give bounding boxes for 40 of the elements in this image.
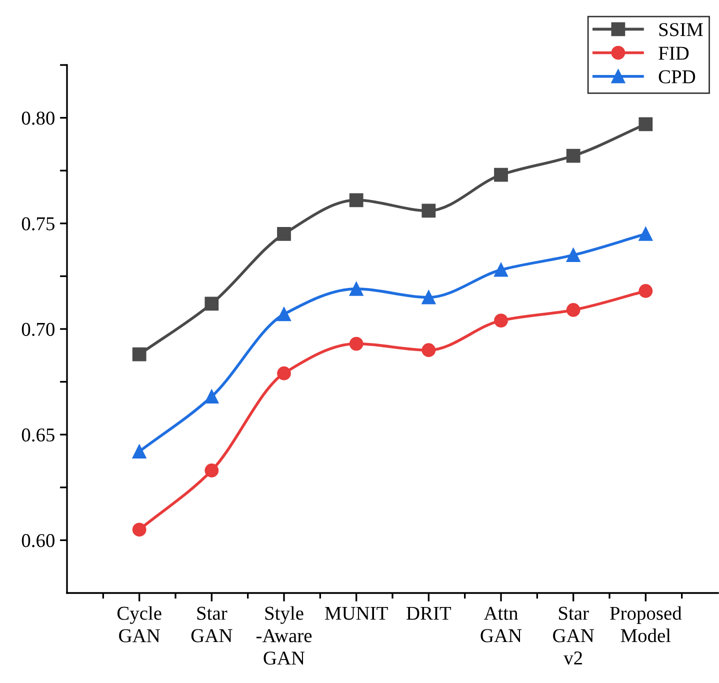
y-tick-label: 0.60 bbox=[22, 534, 54, 548]
point bbox=[277, 366, 291, 380]
point bbox=[204, 296, 219, 311]
point bbox=[422, 290, 436, 304]
y-tick-label: 0.70 bbox=[22, 322, 54, 336]
point bbox=[132, 347, 146, 362]
point bbox=[132, 522, 146, 537]
x-tick-label: Proposed Model bbox=[610, 606, 682, 642]
x-tick-label: Star GAN v2 bbox=[553, 606, 594, 665]
x-tick-label: DRIT bbox=[406, 606, 452, 620]
point bbox=[204, 390, 219, 404]
point bbox=[132, 444, 146, 458]
y-tick-label: 0.75 bbox=[22, 217, 54, 230]
point bbox=[422, 204, 436, 218]
point bbox=[566, 303, 580, 317]
point bbox=[566, 148, 580, 163]
y-tick-label: 0.80 bbox=[22, 112, 54, 125]
point bbox=[277, 307, 291, 322]
legend-label: SSIM bbox=[659, 23, 703, 36]
point bbox=[277, 227, 291, 241]
point bbox=[349, 336, 364, 351]
x-tick-label: Cycle GAN bbox=[117, 606, 162, 642]
legend-label: CPD bbox=[658, 70, 696, 84]
point bbox=[494, 314, 508, 328]
point bbox=[638, 284, 653, 298]
point bbox=[638, 227, 653, 241]
x-tick-label: Style -Aware GAN bbox=[256, 606, 312, 665]
y-tick-label: 0.65 bbox=[22, 428, 54, 442]
point bbox=[494, 168, 508, 182]
point bbox=[349, 193, 364, 208]
point bbox=[638, 117, 653, 132]
point bbox=[204, 464, 219, 478]
x-tick-label: Attn GAN bbox=[480, 606, 522, 642]
point bbox=[494, 262, 508, 277]
point bbox=[349, 282, 364, 296]
x-tick-label: Star GAN bbox=[191, 606, 232, 642]
legend-label: FID bbox=[658, 46, 689, 60]
point bbox=[422, 343, 436, 358]
x-tick-label: MUNIT bbox=[325, 606, 388, 620]
point bbox=[566, 248, 580, 262]
